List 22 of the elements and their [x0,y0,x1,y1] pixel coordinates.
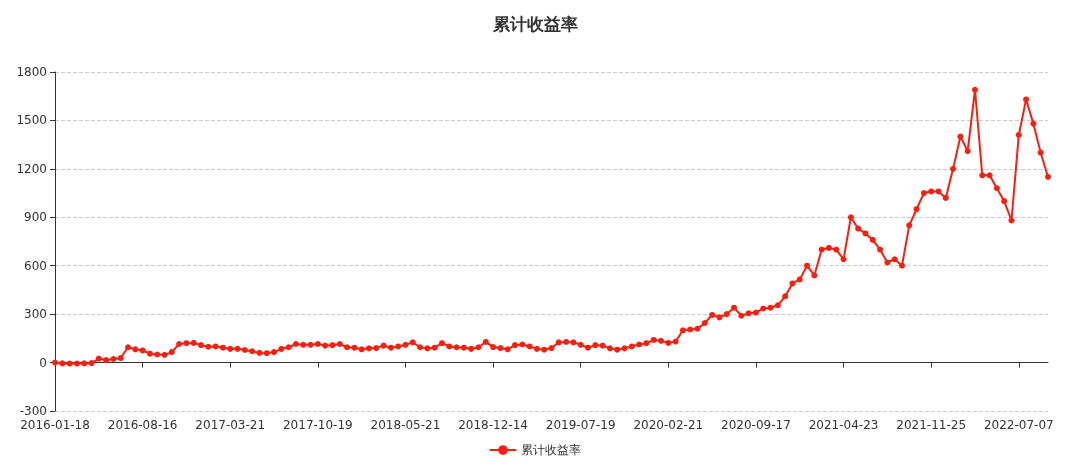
y-tick-label: 1500 [16,113,47,128]
x-tick-label: 2021-11-25 [896,418,967,432]
y-tick-label: 900 [24,210,47,225]
y-tick-label: 600 [24,258,47,273]
legend-label: 累计收益率 [520,443,581,457]
x-tick-label: 2020-02-21 [633,418,704,432]
y-tick-label: 1200 [16,161,47,176]
x-tick-label: 2021-04-23 [808,418,879,432]
x-tick-label: 2016-01-18 [20,418,90,432]
x-tick-label: 2019-07-19 [545,418,616,432]
y-tick-label: 0 [39,355,47,370]
y-tick-label: 1800 [16,65,47,79]
y-tick-label: 300 [24,307,47,322]
x-tick-label: 2018-12-14 [458,418,528,432]
x-tick-label: 2018-05-21 [370,418,441,432]
x-tick-label: 2017-03-21 [195,418,266,432]
chart-title: 累计收益率 [491,13,578,34]
x-tick-label: 2017-10-19 [282,418,353,432]
x-tick-label: 2020-09-17 [721,418,791,432]
x-tick-label: 2016-08-16 [107,418,178,432]
y-tick-label: -300 [19,404,47,418]
x-tick-label: 2022-07-07 [983,418,1054,432]
